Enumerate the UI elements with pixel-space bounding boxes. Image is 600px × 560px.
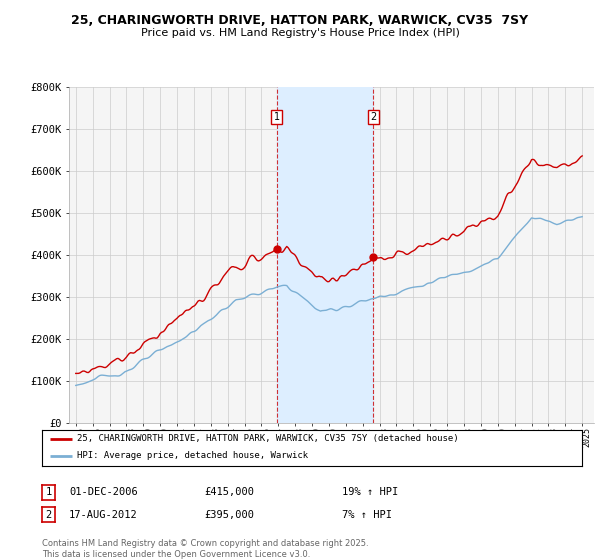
Text: Contains HM Land Registry data © Crown copyright and database right 2025.
This d: Contains HM Land Registry data © Crown c…	[42, 539, 368, 559]
Text: £415,000: £415,000	[204, 487, 254, 497]
Text: 7% ↑ HPI: 7% ↑ HPI	[342, 510, 392, 520]
Text: Price paid vs. HM Land Registry's House Price Index (HPI): Price paid vs. HM Land Registry's House …	[140, 28, 460, 38]
Text: 1: 1	[46, 487, 52, 497]
Text: 2: 2	[46, 510, 52, 520]
Bar	[277, 87, 373, 423]
Text: 2: 2	[370, 112, 376, 122]
Text: 25, CHARINGWORTH DRIVE, HATTON PARK, WARWICK, CV35 7SY (detached house): 25, CHARINGWORTH DRIVE, HATTON PARK, WAR…	[77, 434, 459, 443]
Text: 19% ↑ HPI: 19% ↑ HPI	[342, 487, 398, 497]
Text: 25, CHARINGWORTH DRIVE, HATTON PARK, WARWICK, CV35  7SY: 25, CHARINGWORTH DRIVE, HATTON PARK, WAR…	[71, 14, 529, 27]
Text: 1: 1	[274, 112, 280, 122]
Text: £395,000: £395,000	[204, 510, 254, 520]
Text: 01-DEC-2006: 01-DEC-2006	[69, 487, 138, 497]
Text: 17-AUG-2012: 17-AUG-2012	[69, 510, 138, 520]
Text: HPI: Average price, detached house, Warwick: HPI: Average price, detached house, Warw…	[77, 451, 308, 460]
